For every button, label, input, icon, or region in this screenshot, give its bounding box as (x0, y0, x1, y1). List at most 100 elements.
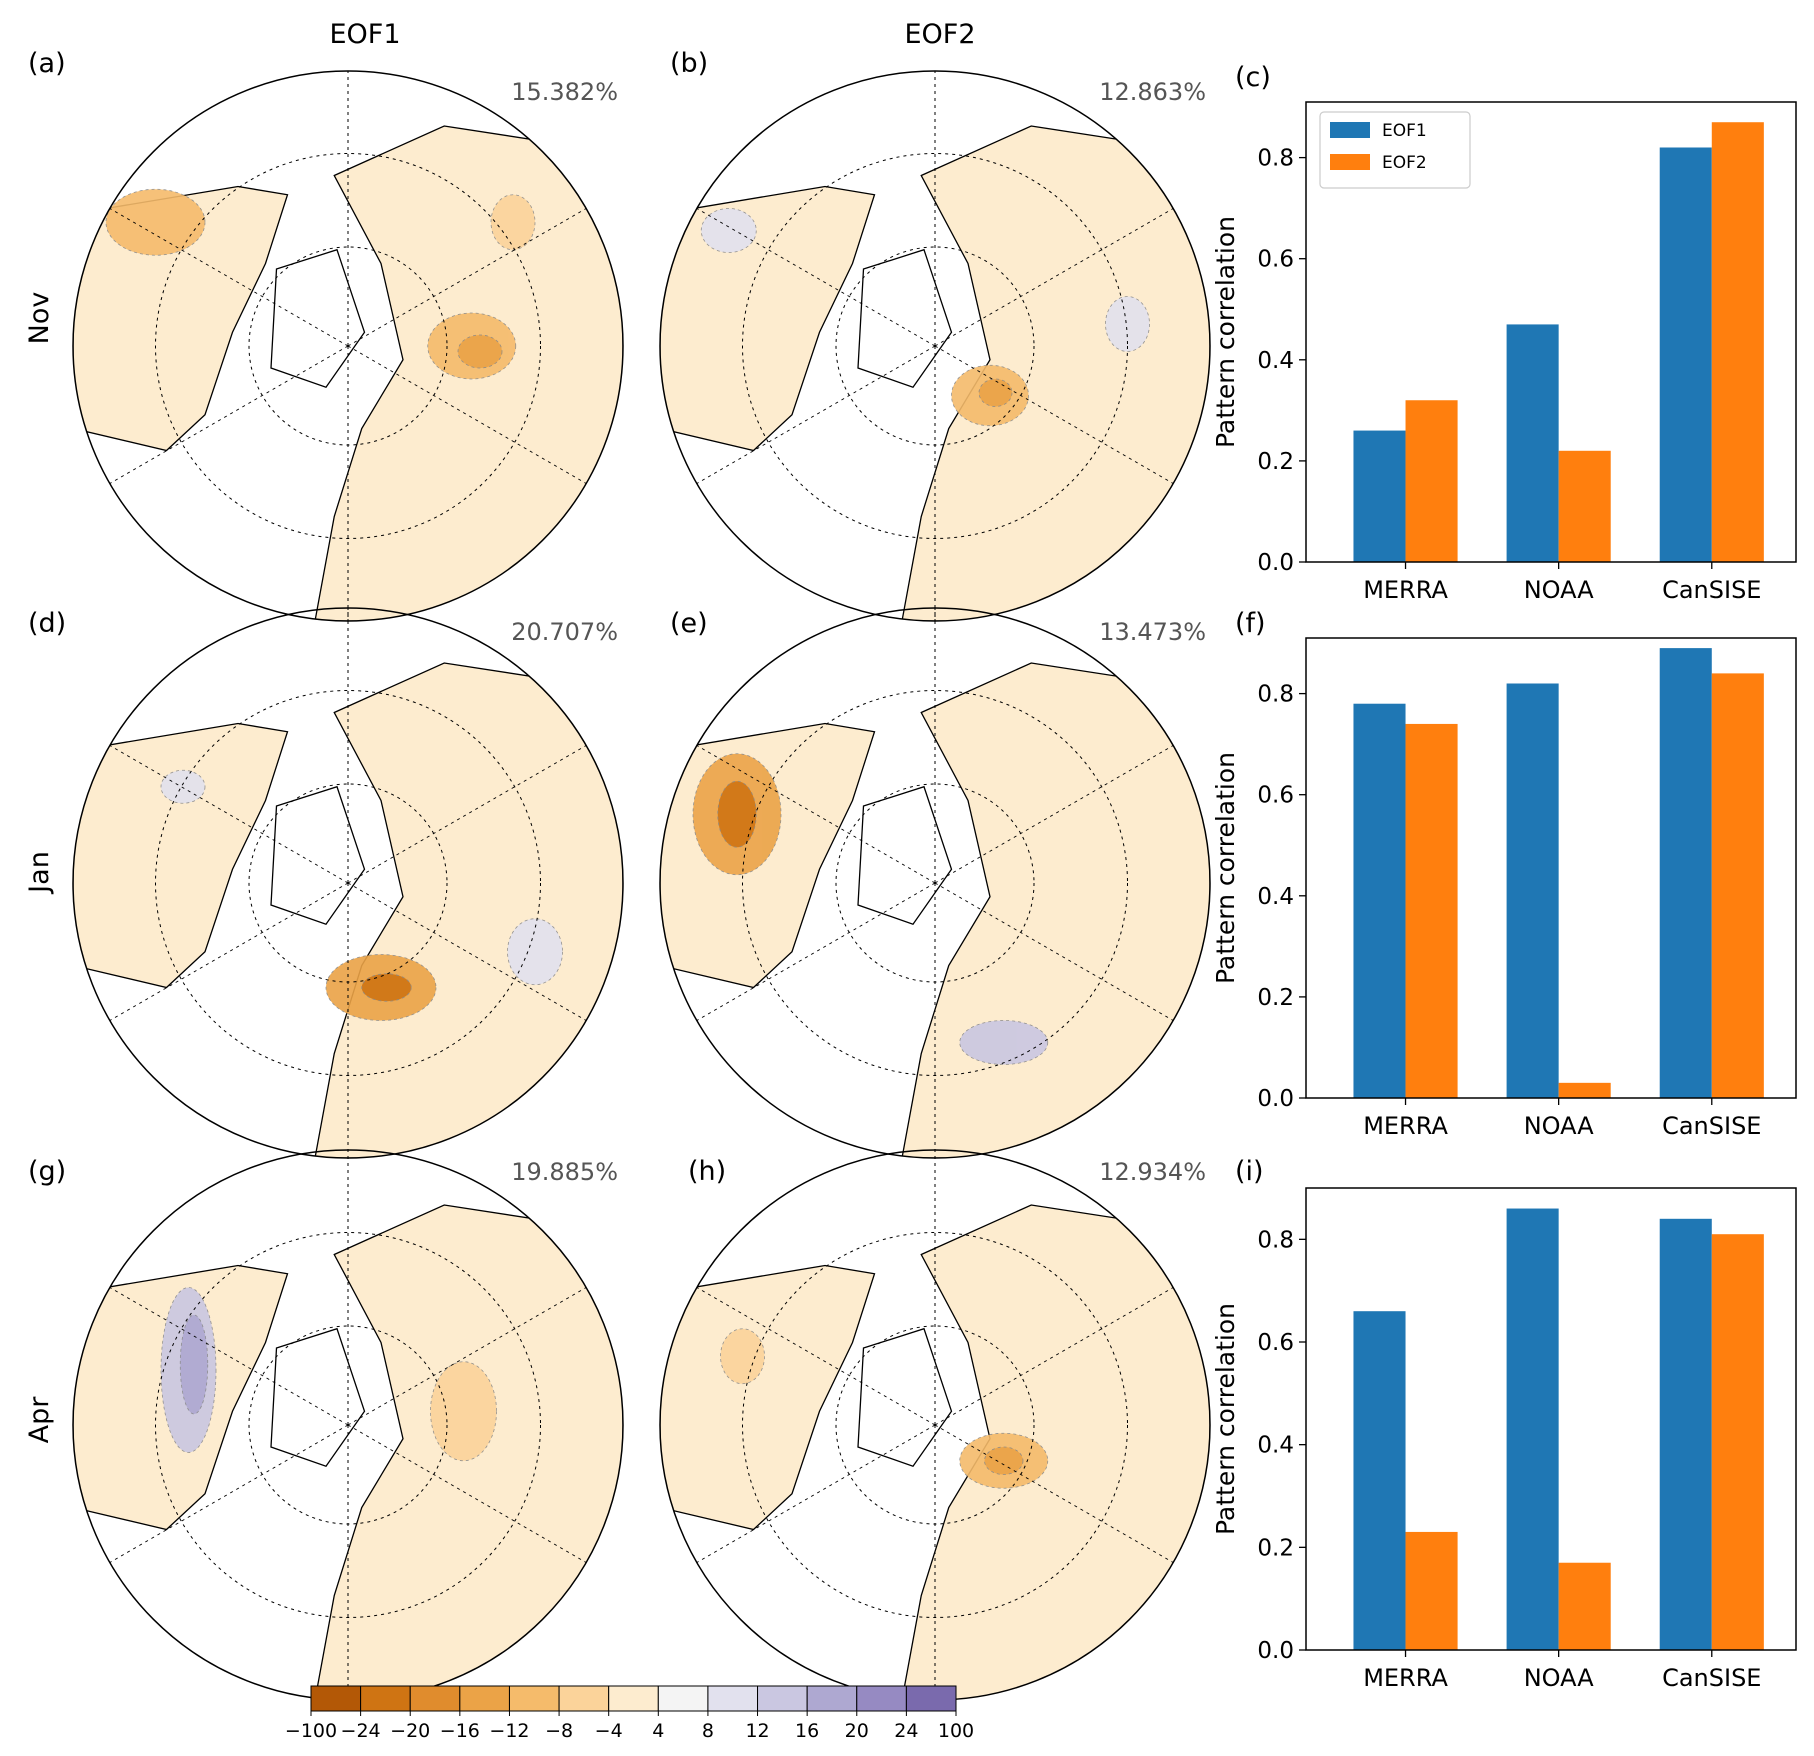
y-tick-label: 0.0 (1257, 1638, 1294, 1664)
colorbar-tick-label: 20 (845, 1720, 869, 1742)
eurasia-land (901, 1204, 1210, 1700)
panel-label-f: (f) (1235, 608, 1266, 639)
anomaly-contour (717, 780, 757, 848)
variance-d: 20.707% (511, 618, 618, 646)
bar-eof1-noaa (1506, 1208, 1559, 1650)
bar-eof1-cansise (1659, 1218, 1712, 1650)
x-tick-label: NOAA (1524, 1112, 1595, 1140)
colorbar-tick-label: 24 (894, 1720, 918, 1742)
eurasia-land (314, 662, 623, 1158)
bar-eof1-cansise (1659, 648, 1712, 1098)
legend-swatch (1330, 122, 1370, 138)
anomaly-contour (507, 918, 563, 986)
polar-map-b (659, 70, 1211, 622)
x-tick-label: CanSISE (1662, 576, 1761, 604)
polar-map-d (72, 607, 624, 1159)
panel-label-c: (c) (1235, 62, 1271, 93)
colorbar-tick-label: −100 (285, 1720, 337, 1742)
polar-map-e (659, 607, 1211, 1159)
panel-label-e: (e) (670, 608, 708, 639)
colorbar-segment (657, 1685, 709, 1712)
colorbar-tick-label: −8 (545, 1720, 573, 1742)
colorbar-segment (608, 1685, 659, 1712)
colorbar: −100 −24 −20 −16 −12 −8 −4 4 8 12 16 20 24 100 (285, 1685, 974, 1742)
latitude-circle (155, 153, 541, 539)
colorbar-segment (310, 1685, 362, 1712)
x-tick-label: NOAA (1524, 1664, 1595, 1692)
x-tick-label: CanSISE (1662, 1664, 1761, 1692)
legend-label: EOF2 (1382, 153, 1427, 173)
bar-chart-c: MERRA NOAA CanSISE 0.0 0.2 0.4 0.6 0.8 Pattern c… (1211, 101, 1797, 604)
anomaly-contour (959, 1020, 1049, 1065)
latitude-circle (155, 690, 541, 1076)
anomaly-contour (361, 973, 412, 1002)
polar-map-h (659, 1149, 1211, 1701)
eurasia-land (901, 662, 1210, 1158)
bar-eof2-noaa (1558, 1082, 1611, 1098)
colorbar-segment (459, 1685, 510, 1712)
bar-eof2-noaa (1558, 450, 1611, 562)
latitude-circle (742, 1232, 1128, 1618)
bar-eof2-noaa (1558, 1562, 1611, 1650)
y-tick-label: 0.2 (1257, 1535, 1294, 1561)
variance-h: 12.934% (1099, 1158, 1206, 1186)
colorbar-segment (558, 1685, 610, 1712)
anomaly-contour (700, 208, 757, 253)
anomaly-contour (1105, 296, 1150, 352)
anomaly-contour (105, 188, 206, 256)
eurasia-land (901, 125, 1210, 621)
greenland-land (857, 1327, 953, 1468)
anomaly-contour (978, 378, 1013, 407)
colorbar-tick-label: 16 (795, 1720, 819, 1742)
legend-swatch (1330, 154, 1370, 170)
bar-eof1-merra (1353, 1311, 1406, 1650)
latitude-circle (742, 690, 1128, 1076)
legend: EOF1 EOF2 (1319, 111, 1471, 189)
colorbar-segment (905, 1685, 957, 1712)
y-tick-label: 0.8 (1257, 146, 1294, 172)
bar-eof2-cansise (1711, 122, 1764, 562)
y-axis-label: Pattern correlation (1211, 1303, 1240, 1535)
bar-eof2-merra (1405, 400, 1458, 562)
greenland-land (270, 1327, 366, 1468)
bar-chart-i: MERRA NOAA CanSISE 0.0 0.2 0.4 0.6 0.8 Pattern c… (1211, 1187, 1797, 1692)
panel-label-b: (b) (670, 48, 708, 79)
anomaly-contour (490, 194, 536, 251)
greenland-land (857, 248, 953, 389)
colorbar-segment (757, 1685, 808, 1712)
colorbar-tick-label: −12 (489, 1720, 529, 1742)
x-tick-label: NOAA (1524, 576, 1595, 604)
polar-map-a (72, 70, 624, 622)
bar-eof1-noaa (1506, 324, 1559, 562)
variance-e: 13.473% (1099, 618, 1206, 646)
anomaly-contour (430, 1361, 497, 1462)
y-tick-label: 0.4 (1257, 1433, 1294, 1459)
anomaly-contour (179, 1314, 209, 1415)
panel-label-a: (a) (28, 48, 66, 79)
panel-label-h: (h) (688, 1156, 726, 1187)
x-tick-label: MERRA (1363, 1664, 1448, 1692)
y-tick-label: 0.8 (1257, 682, 1294, 708)
greenland-land (270, 248, 366, 389)
y-tick-label: 0.4 (1257, 348, 1294, 374)
anomaly-contour (984, 1446, 1024, 1475)
y-axis-label: Pattern correlation (1211, 752, 1240, 984)
plot-frame (1305, 1187, 1797, 1651)
bar-eof2-cansise (1711, 1234, 1764, 1650)
panel-label-d: (d) (28, 608, 66, 639)
plot-frame (1305, 637, 1797, 1099)
colorbar-tick-label: 4 (652, 1720, 664, 1742)
colorbar-segment (360, 1685, 411, 1712)
row-title-apr: Apr (24, 1396, 55, 1444)
colorbar-tick-label: 8 (702, 1720, 714, 1742)
variance-a: 15.382% (511, 78, 618, 106)
y-axis-label: Pattern correlation (1211, 216, 1240, 448)
colorbar-tick-label: −4 (595, 1720, 623, 1742)
colorbar-segment (409, 1685, 461, 1712)
north-america-land (660, 185, 876, 452)
colorbar-segment (856, 1685, 907, 1712)
north-america-land (660, 1264, 876, 1531)
bar-eof2-cansise (1711, 673, 1764, 1098)
north-america-land (73, 185, 289, 452)
